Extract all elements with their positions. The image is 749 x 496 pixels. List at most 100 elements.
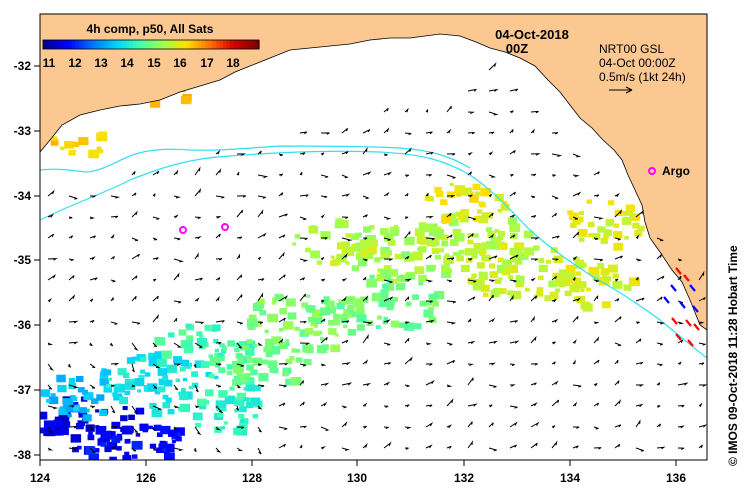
current-arrow xyxy=(383,153,388,157)
y-tick-label: -35 xyxy=(14,253,32,267)
current-scale: 0.5m/s (1kt 24h) xyxy=(599,70,686,84)
sst-pixel xyxy=(195,422,201,428)
sst-pixel xyxy=(453,251,458,256)
argo-float[interactable] xyxy=(221,223,229,231)
current-datetime: 04-Oct 00:00Z xyxy=(599,56,676,70)
sst-pixel xyxy=(538,264,548,273)
colorbar-segment xyxy=(187,40,192,49)
sst-pixel xyxy=(295,349,301,353)
current-arrow xyxy=(635,209,645,218)
drifter-segment xyxy=(693,323,700,331)
sst-pixel xyxy=(579,211,585,216)
sst-pixel xyxy=(380,289,389,296)
sst-pixel xyxy=(247,319,254,325)
current-arrow xyxy=(47,384,53,390)
current-arrow xyxy=(635,297,645,302)
current-arrow xyxy=(593,171,600,176)
current-arrow xyxy=(593,216,604,220)
current-arrow xyxy=(509,421,518,428)
sst-pixel xyxy=(357,247,364,253)
sst-pixel xyxy=(603,234,609,239)
sst-pixel xyxy=(156,432,163,437)
sst-pixel xyxy=(98,131,107,138)
current-arrow xyxy=(656,446,666,450)
sst-pixel xyxy=(205,372,212,377)
sst-pixel xyxy=(72,396,78,401)
sst-pixel xyxy=(602,273,608,278)
current-arrow xyxy=(278,426,288,431)
current-arrow xyxy=(383,279,393,284)
current-arrow xyxy=(551,195,559,200)
sst-pixel xyxy=(168,429,178,437)
sst-pixel xyxy=(54,430,61,436)
sst-pixel xyxy=(507,290,514,296)
sst-pixel xyxy=(395,282,406,291)
sst-pixel xyxy=(147,383,158,392)
sst-pixel xyxy=(310,250,321,259)
sst-pixel xyxy=(380,269,391,278)
sst-pixel xyxy=(355,303,365,311)
current-arrow xyxy=(551,425,556,429)
colorbar-segment xyxy=(61,40,66,49)
current-arrow xyxy=(257,363,262,366)
current-arrow xyxy=(488,317,496,323)
sst-pixel xyxy=(613,231,623,239)
current-arrow xyxy=(425,300,433,303)
current-arrow xyxy=(656,275,665,281)
sst-pixel xyxy=(304,327,314,335)
sst-pixel xyxy=(351,265,360,272)
current-arrow xyxy=(635,447,644,452)
current-arrow xyxy=(131,192,137,197)
sst-pixel xyxy=(514,258,522,265)
current-arrow xyxy=(278,384,287,388)
sst-pixel xyxy=(50,393,56,398)
sst-pixel xyxy=(502,200,508,205)
current-arrow xyxy=(278,337,284,344)
current-arrow xyxy=(152,363,161,369)
sst-pixel xyxy=(148,425,153,430)
current-arrow xyxy=(320,278,326,282)
sst-pixel xyxy=(274,293,284,302)
current-arrow xyxy=(573,426,580,429)
sst-pixel xyxy=(549,291,559,299)
current-arrow xyxy=(552,174,556,177)
current-arrow xyxy=(614,380,620,386)
sst-pixel xyxy=(338,220,349,229)
current-arrow xyxy=(299,258,309,262)
current-arrow xyxy=(152,237,158,241)
current-arrow xyxy=(110,215,119,219)
sst-pixel xyxy=(140,356,147,363)
current-arrow xyxy=(635,258,643,262)
sst-pixel xyxy=(50,426,56,430)
current-arrow xyxy=(614,193,620,198)
sst-pixel xyxy=(40,427,45,434)
sst-pixel xyxy=(245,377,255,385)
sst-pixel xyxy=(96,146,102,151)
sst-pixel xyxy=(500,203,510,211)
current-arrow xyxy=(614,209,623,218)
colorbar-segment xyxy=(115,40,120,49)
current-arrow xyxy=(320,445,326,450)
current-arrow xyxy=(488,88,499,92)
current-arrow xyxy=(635,361,644,365)
sst-pixel xyxy=(226,364,234,370)
sst-pixel xyxy=(555,288,561,293)
argo-float[interactable] xyxy=(179,226,187,234)
sst-pixel xyxy=(423,309,434,318)
sst-pixel xyxy=(182,378,187,382)
sst-pixel xyxy=(85,446,96,455)
x-tick-label: 130 xyxy=(347,471,367,485)
current-arrow xyxy=(216,363,222,366)
sst-pixel xyxy=(285,342,290,346)
current-arrow xyxy=(425,174,432,177)
current-arrow xyxy=(677,339,684,344)
sst-pixel xyxy=(116,446,122,451)
current-arrow xyxy=(131,171,136,176)
current-arrow xyxy=(89,342,93,347)
current-arrow xyxy=(425,131,433,135)
sst-pixel xyxy=(99,437,105,443)
current-arrow xyxy=(677,258,682,262)
sst-pixel xyxy=(485,227,492,232)
current-arrow xyxy=(257,321,263,325)
sst-pixel xyxy=(374,257,381,263)
